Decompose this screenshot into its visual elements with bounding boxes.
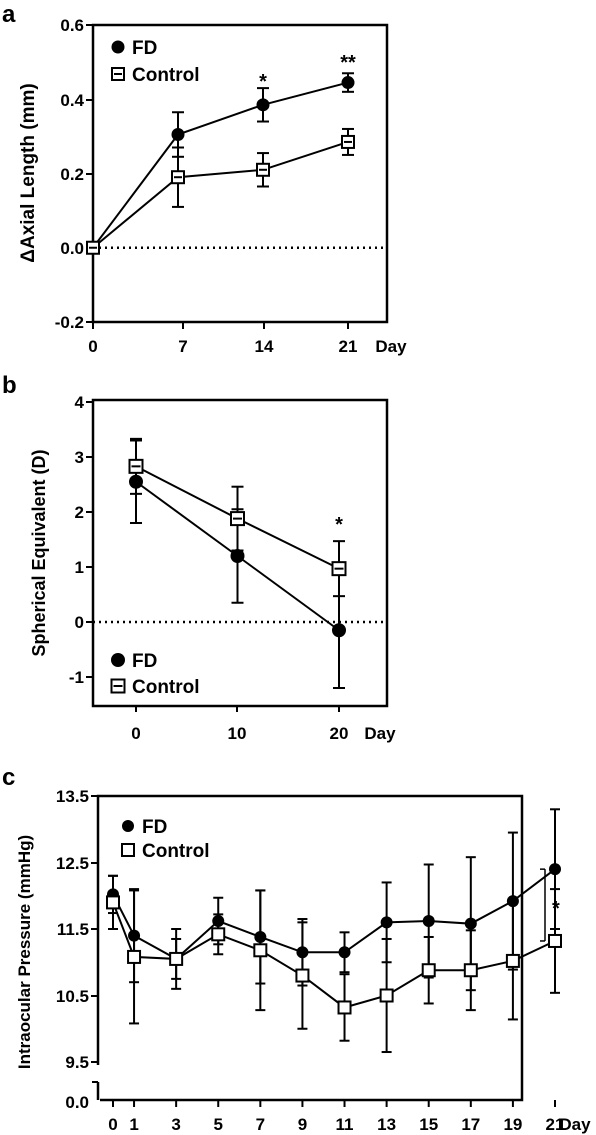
panel-c-ytick-label: 9.5 [65,1053,89,1072]
panel-b-xlabel: Day [364,724,396,743]
panel-c-sig-star: * [552,898,560,920]
panel-c-fd-point [212,915,225,928]
panel-c-fd-point [464,917,477,930]
panel-b-xtick-label: 10 [228,724,247,743]
panel-c-xtick-label: 3 [171,1115,180,1134]
panel-a-ytick-label: 0.6 [60,16,84,35]
panel-b-xtick-label: 20 [330,724,349,743]
panel-c-xtick-label: 7 [256,1115,265,1134]
panel-b-legend-label: Control [132,677,200,698]
panel-b-letter: b [2,372,17,399]
panel-b-ytick-label: 0 [75,613,84,632]
panel-c-legend-label: Control [142,841,210,862]
panel-b-ytick-label: 4 [75,393,85,412]
panel-c-fd-point [296,946,309,959]
panel-c-legend-label: FD [142,817,167,838]
panel-c-control-point [169,951,184,966]
panel-c-xtick-label: 19 [503,1115,522,1134]
panel-c-ytick-label: 13.5 [56,787,89,806]
panel-a-legend-label: FD [132,38,157,59]
panel-c-control-point [106,895,120,910]
panel-c-fd-point [254,930,267,943]
panel-b-frame [91,398,389,708]
panel-a-sig-star: * [259,71,267,93]
panel-a-control-line [92,140,349,249]
panel-c-xtick-label: 5 [214,1115,223,1134]
panel-c-control-point [548,933,562,948]
panel-c-frame [96,794,524,1102]
panel-c-control-point [253,943,268,958]
panel-a-xtick-label: 7 [178,337,187,356]
panel-c-control-point [505,953,520,968]
panel-a-legend-label: Control [132,65,200,86]
panel-c-ytick-label: 11.5 [57,920,89,939]
panel-b-fd-point [129,474,143,489]
panel-b-fd-point [332,623,346,638]
panel-c-control-line [112,902,556,1009]
panel-c-xtick-label: 11 [336,1115,354,1134]
panel-b-fd-point [230,549,245,563]
panel-a-xlabel: Day [375,337,407,356]
panel-c-xtick-label: 13 [377,1115,396,1134]
panel-c-legend-fd-marker [122,820,134,832]
panel-c-xlabel: Day [559,1115,591,1134]
panel-a-ytick-label: 0.0 [60,239,84,258]
panel-a-fd-point [171,128,185,142]
panel-c-fd-point [128,929,141,942]
panel-a-fd-line [92,81,349,249]
panel-b-legend-label: FD [132,651,157,672]
panel-b-ytick-label: 3 [75,448,84,467]
panel-b-ytick-label: 1 [75,558,84,577]
panel-c-xtick-label: 9 [298,1115,307,1134]
panel-a-xtick-label: 14 [255,337,274,356]
panel-c-xtick-label: 21 [546,1115,565,1134]
panel-b-legend-fd-marker [111,653,125,667]
panel-a-xtick-label: 21 [339,337,358,356]
panel-a-fd-point [341,76,355,90]
panel-b-ytick-label: 2 [75,503,84,522]
panel-c-ytick-label: 0.0 [65,1093,89,1112]
panel-c-ytick-label: 12.5 [56,854,89,873]
panel-c-control-point [127,949,142,964]
panel-a-ytick-label: -0.2 [55,313,84,332]
panel-a-sig-star: ** [340,52,356,74]
panel-c-xtick-label: 17 [461,1115,480,1134]
panel-c-ylabel: Intraocular Pressure (mmHg) [15,835,34,1069]
panel-a-letter: a [2,1,16,28]
panel-c-fd-point [506,895,519,908]
panel-c-control-point [421,963,436,978]
panel-c-control-point [211,927,226,942]
panel-c-control-point [379,988,394,1003]
panel-c-control-point [337,1000,352,1015]
panel-a-ytick-label: 0.2 [60,165,84,184]
panel-b-sig-star: * [335,514,343,536]
panel-c-fd-point [338,946,351,959]
panel-c-xtick-label: 15 [419,1115,438,1134]
panel-b-ytick-label: -1 [69,668,84,687]
panel-a-legend-fd-marker [111,40,125,54]
panel-b-ylabel: Spherical Equivalent (D) [29,449,49,656]
panel-c-control-point [463,963,478,978]
panel-a-xtick-label: 0 [88,337,97,356]
panel-c-legend-control-marker [121,843,135,857]
panel-c-fd-point [422,915,435,928]
panel-c-xtick-label: 1 [129,1115,138,1134]
panel-a-fd-point [256,98,270,112]
panel-c-letter: c [2,764,15,791]
panel-a-ylabel: ΔAxial Length (mm) [18,83,39,262]
panel-c-xtick-label: 0 [108,1115,117,1134]
panel-c-control-point [295,968,310,983]
panel-c-fd-point [380,916,393,929]
panel-c-ytick-label: 10.5 [56,987,89,1006]
panel-c-fd-point [549,863,561,876]
panel-c-fd-line [112,868,556,961]
panel-b-xtick-label: 0 [131,724,140,743]
panel-a-ytick-label: 0.4 [60,91,84,110]
